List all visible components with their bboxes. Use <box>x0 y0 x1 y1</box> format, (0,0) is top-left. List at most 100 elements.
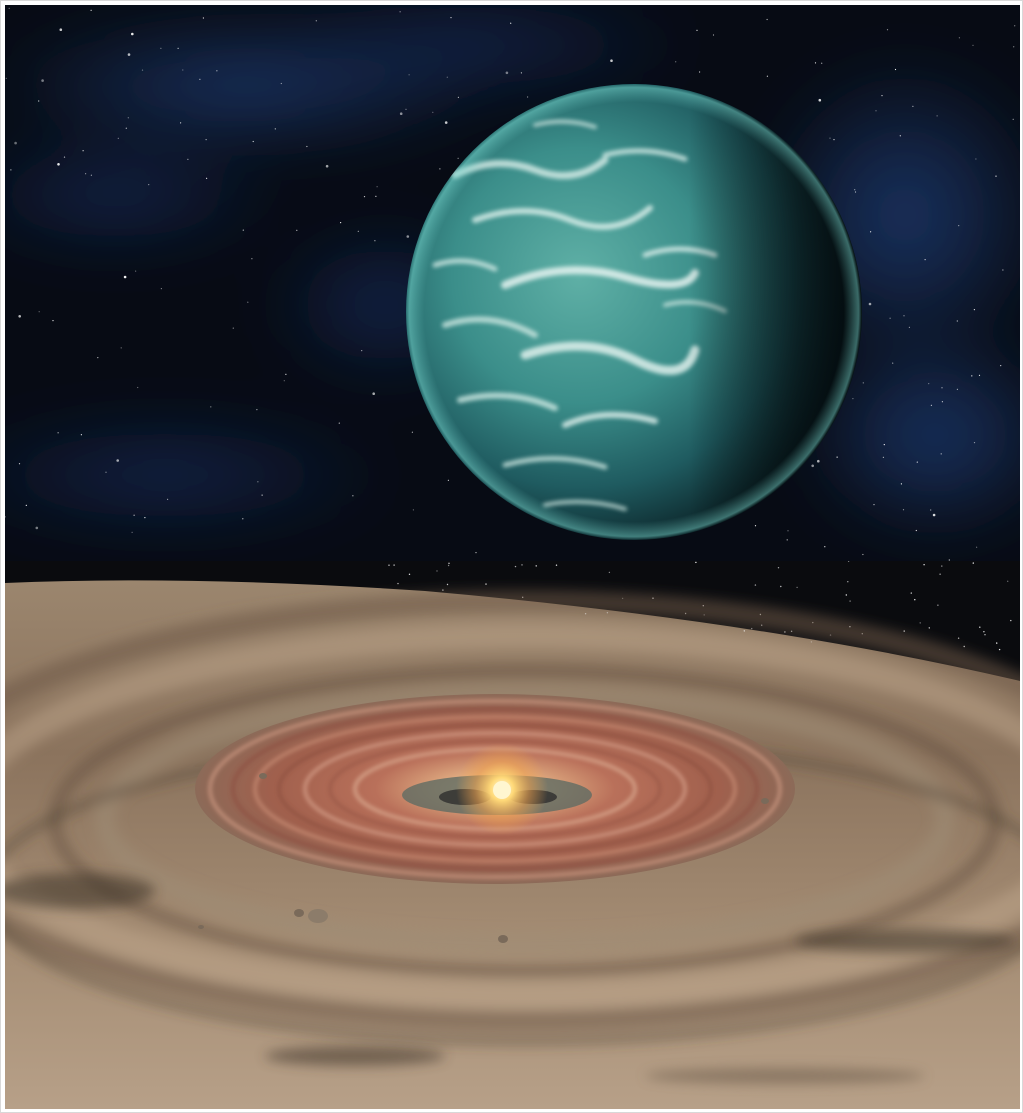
star <box>436 570 438 572</box>
star <box>973 309 976 311</box>
star <box>875 110 877 112</box>
star <box>361 350 363 352</box>
star <box>817 459 820 463</box>
star <box>408 573 411 575</box>
star <box>608 571 611 574</box>
star <box>406 235 410 238</box>
star <box>485 583 487 585</box>
star <box>956 388 959 390</box>
star <box>363 196 366 198</box>
star <box>903 315 905 317</box>
star <box>242 229 244 231</box>
starfield <box>5 7 1016 561</box>
star <box>555 564 558 566</box>
star <box>180 122 182 124</box>
star <box>821 62 823 64</box>
star <box>457 96 459 98</box>
star <box>296 229 298 231</box>
star <box>902 509 905 511</box>
star <box>52 320 54 322</box>
star <box>137 386 139 389</box>
star <box>928 627 930 629</box>
star <box>610 59 613 62</box>
star <box>892 362 894 364</box>
star <box>97 357 99 359</box>
star <box>824 546 826 548</box>
star <box>205 139 207 141</box>
star <box>141 69 144 71</box>
star <box>910 592 912 594</box>
star <box>125 127 127 129</box>
exoplanet-scene <box>5 5 1020 561</box>
star <box>847 561 850 562</box>
outer-dust-bands <box>5 590 1020 1046</box>
star <box>261 494 263 496</box>
star <box>80 434 82 436</box>
star <box>870 231 872 233</box>
star <box>232 327 234 329</box>
star <box>520 72 523 74</box>
star <box>182 69 184 71</box>
star <box>908 326 911 328</box>
star <box>399 11 401 13</box>
star <box>177 47 179 50</box>
star <box>940 453 942 455</box>
star <box>315 20 317 22</box>
star <box>123 275 127 279</box>
star <box>57 163 60 166</box>
star <box>886 29 889 31</box>
star <box>862 382 864 384</box>
star <box>216 70 218 72</box>
star <box>930 404 933 406</box>
star <box>845 594 847 596</box>
star <box>852 398 854 400</box>
star <box>285 373 287 375</box>
star <box>914 599 916 601</box>
star <box>889 317 891 319</box>
star <box>352 495 354 497</box>
star <box>696 29 698 31</box>
star <box>167 498 169 500</box>
star <box>59 28 63 32</box>
star <box>975 158 977 160</box>
star <box>388 564 390 566</box>
star <box>306 145 308 148</box>
star <box>439 168 441 170</box>
star <box>973 442 976 444</box>
star <box>340 222 342 224</box>
star <box>514 565 517 568</box>
central-star <box>456 743 548 835</box>
star <box>1000 365 1002 367</box>
star <box>127 117 129 119</box>
star <box>116 459 119 462</box>
star <box>41 79 44 82</box>
star <box>120 347 122 349</box>
star <box>854 191 857 193</box>
protoplanetary-disk-panel <box>5 561 1020 1109</box>
star <box>787 530 789 532</box>
star <box>810 641 813 643</box>
star <box>1002 269 1004 271</box>
star <box>444 121 448 124</box>
star <box>90 9 92 11</box>
star <box>252 140 254 143</box>
star <box>1014 25 1016 27</box>
star <box>82 150 84 152</box>
star <box>873 504 875 506</box>
star <box>936 115 938 117</box>
star <box>818 98 822 102</box>
star <box>280 82 282 85</box>
star <box>899 135 901 137</box>
star <box>777 567 780 569</box>
star <box>930 509 932 511</box>
star <box>919 622 921 624</box>
star <box>144 517 146 519</box>
star <box>972 44 974 47</box>
star <box>995 175 997 177</box>
star <box>584 613 587 615</box>
star <box>829 137 831 139</box>
star <box>510 22 512 24</box>
star <box>57 432 59 434</box>
star <box>983 631 985 633</box>
star <box>412 509 414 511</box>
